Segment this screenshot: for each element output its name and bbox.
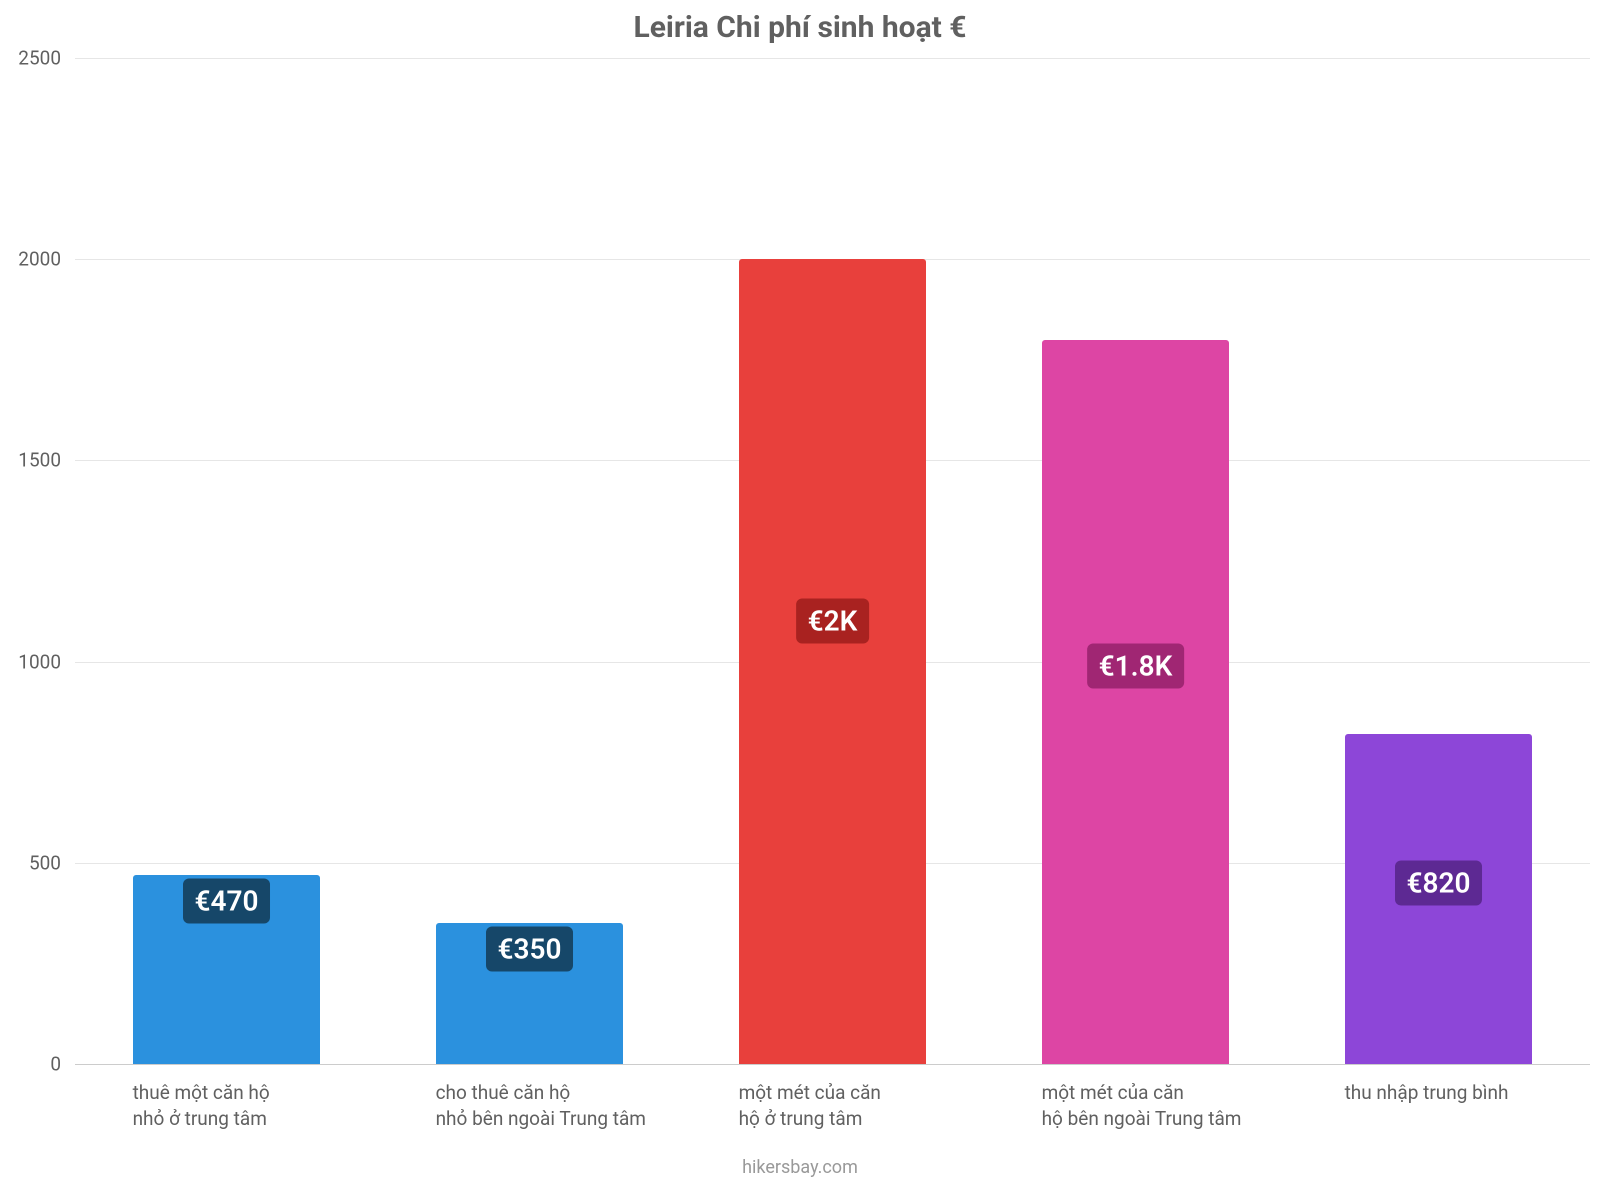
bar-sqm-center [739,259,927,1064]
y-axis-tick-label: 1000 [18,650,75,673]
x-axis-label-sqm-center: một mét của cănhộ ở trung tâm [739,1064,1024,1131]
value-badge-avg-income: €820 [1395,860,1483,905]
y-axis-tick-label: 2500 [18,47,75,70]
value-badge-rent-outside: €350 [486,927,574,972]
value-badge-sqm-center: €2K [796,599,870,644]
bar-sqm-outside [1042,340,1230,1064]
y-gridline [75,58,1590,59]
x-axis-label-sqm-outside: một mét của cănhộ bên ngoài Trung tâm [1042,1064,1327,1131]
chart-title: Leiria Chi phí sinh hoạt € [0,10,1600,45]
value-badge-rent-center: €470 [183,878,271,923]
x-axis-label-avg-income: thu nhập trung bình [1345,1064,1600,1106]
plot-area: 05001000150020002500€470thuê một căn hộn… [75,58,1590,1064]
cost-of-living-chart: Leiria Chi phí sinh hoạt € 0500100015002… [0,0,1600,1200]
x-axis-label-rent-center: thuê một căn hộnhỏ ở trung tâm [133,1064,418,1131]
value-badge-sqm-outside: €1.8K [1087,643,1185,688]
y-axis-tick-label: 2000 [18,248,75,271]
source-attribution: hikersbay.com [0,1157,1600,1178]
x-axis-label-rent-outside: cho thuê căn hộnhỏ bên ngoài Trung tâm [436,1064,721,1131]
y-axis-tick-label: 500 [29,851,75,874]
y-axis-tick-label: 1500 [18,449,75,472]
y-axis-tick-label: 0 [50,1053,75,1076]
